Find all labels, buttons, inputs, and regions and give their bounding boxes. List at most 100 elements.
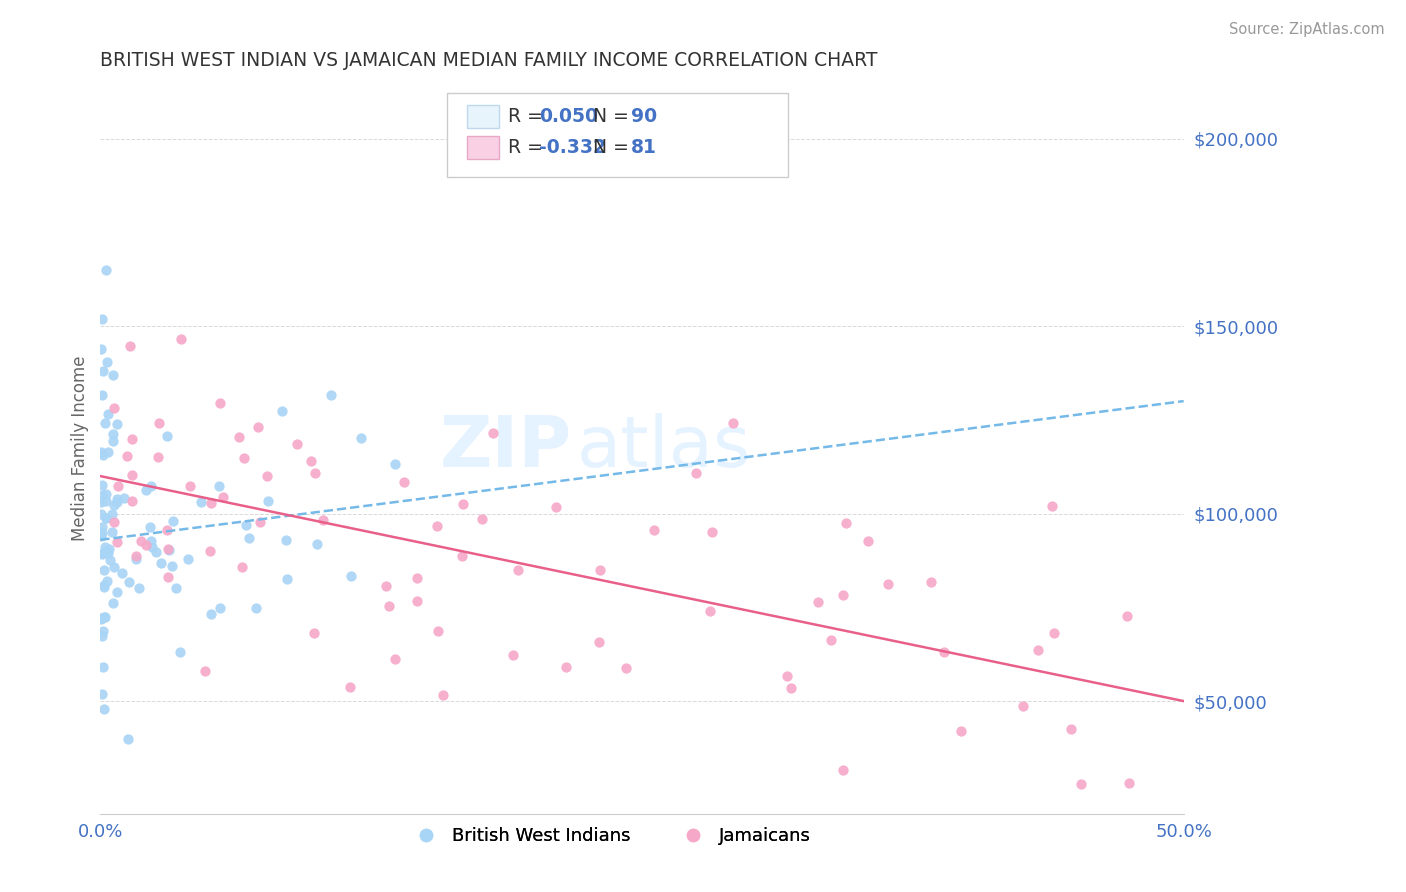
Point bbox=[179, 479, 201, 493]
Point bbox=[90, 611, 112, 625]
Point bbox=[170, 332, 193, 346]
Point bbox=[107, 478, 129, 492]
Point bbox=[198, 544, 221, 558]
Point bbox=[93, 701, 115, 715]
Point bbox=[138, 520, 160, 534]
Point bbox=[276, 573, 298, 587]
Point bbox=[94, 263, 117, 277]
Point bbox=[451, 497, 474, 511]
Point bbox=[93, 578, 115, 592]
Point bbox=[432, 688, 454, 702]
Point bbox=[107, 494, 129, 508]
Point bbox=[211, 490, 233, 504]
Point bbox=[94, 416, 117, 430]
Point bbox=[117, 731, 139, 746]
Point bbox=[105, 491, 128, 506]
Point bbox=[1026, 643, 1049, 657]
Point bbox=[200, 496, 222, 510]
Point bbox=[118, 575, 141, 590]
Text: Source: ZipAtlas.com: Source: ZipAtlas.com bbox=[1229, 22, 1385, 37]
Point bbox=[121, 432, 143, 446]
Point bbox=[90, 342, 112, 356]
Text: 0.050: 0.050 bbox=[538, 107, 598, 126]
FancyBboxPatch shape bbox=[467, 136, 499, 159]
Text: -0.332: -0.332 bbox=[538, 138, 606, 157]
Point bbox=[93, 610, 115, 624]
Point bbox=[91, 687, 114, 701]
Point bbox=[135, 538, 157, 552]
Point bbox=[146, 450, 169, 465]
Point bbox=[94, 494, 117, 508]
Point bbox=[508, 563, 530, 577]
Text: R =: R = bbox=[508, 107, 548, 126]
Point bbox=[233, 451, 256, 466]
Point bbox=[94, 510, 117, 524]
Point bbox=[98, 553, 121, 567]
Text: BRITISH WEST INDIAN VS JAMAICAN MEDIAN FAMILY INCOME CORRELATION CHART: BRITISH WEST INDIAN VS JAMAICAN MEDIAN F… bbox=[100, 51, 877, 70]
Point bbox=[101, 368, 124, 383]
Point bbox=[350, 431, 373, 445]
Point bbox=[165, 581, 187, 595]
Point bbox=[160, 559, 183, 574]
Point bbox=[90, 495, 112, 509]
Point bbox=[141, 479, 163, 493]
Point bbox=[319, 387, 342, 401]
Point bbox=[101, 426, 124, 441]
Point bbox=[103, 596, 125, 610]
Point bbox=[145, 545, 167, 559]
Point bbox=[90, 387, 112, 401]
Point bbox=[156, 524, 179, 538]
Point bbox=[339, 681, 361, 695]
Point bbox=[125, 549, 148, 563]
Point bbox=[169, 645, 191, 659]
Point bbox=[97, 546, 120, 560]
Point bbox=[190, 495, 212, 509]
Point bbox=[157, 569, 180, 583]
Point bbox=[555, 660, 578, 674]
Point bbox=[378, 599, 401, 614]
Point bbox=[699, 604, 721, 618]
Point bbox=[384, 458, 406, 472]
Point bbox=[97, 445, 120, 459]
Point bbox=[238, 531, 260, 545]
Point bbox=[588, 635, 610, 649]
Point bbox=[91, 520, 114, 534]
Point bbox=[249, 516, 271, 530]
Point bbox=[101, 524, 124, 539]
Point bbox=[96, 486, 118, 500]
Point bbox=[614, 661, 637, 675]
Point bbox=[820, 633, 842, 648]
Point bbox=[103, 515, 125, 529]
Point bbox=[1118, 776, 1140, 790]
Point bbox=[101, 507, 124, 521]
Point bbox=[162, 514, 184, 528]
Point bbox=[406, 594, 429, 608]
Point bbox=[200, 607, 222, 621]
Point bbox=[1040, 499, 1063, 513]
Point bbox=[544, 500, 567, 515]
Point bbox=[208, 479, 231, 493]
Point bbox=[950, 723, 973, 738]
Point bbox=[721, 416, 744, 430]
Point bbox=[93, 541, 115, 555]
FancyBboxPatch shape bbox=[447, 94, 789, 178]
Point bbox=[90, 311, 112, 326]
Legend: British West Indians, Jamaicans: British West Indians, Jamaicans bbox=[401, 820, 818, 852]
Point bbox=[91, 629, 114, 643]
Point bbox=[117, 449, 139, 463]
Point bbox=[148, 417, 170, 431]
Point bbox=[121, 494, 143, 508]
Point bbox=[90, 507, 112, 521]
Point bbox=[118, 339, 141, 353]
Point bbox=[304, 467, 326, 481]
Point bbox=[105, 584, 128, 599]
Point bbox=[856, 534, 879, 549]
Point bbox=[406, 571, 429, 585]
Point bbox=[471, 511, 494, 525]
Point bbox=[340, 569, 363, 583]
Y-axis label: Median Family Income: Median Family Income bbox=[72, 355, 89, 541]
Point bbox=[93, 660, 115, 674]
Text: N =: N = bbox=[593, 138, 636, 157]
Point bbox=[91, 547, 114, 561]
Point bbox=[245, 601, 267, 615]
